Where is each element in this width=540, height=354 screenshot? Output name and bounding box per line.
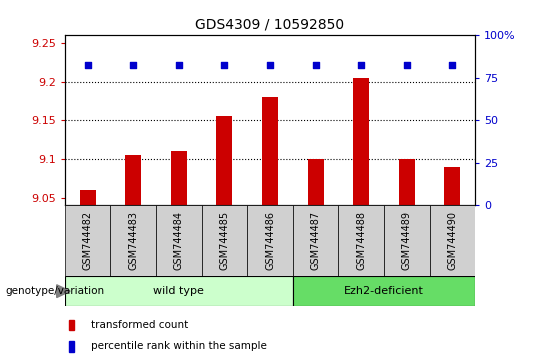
- Point: [220, 62, 229, 68]
- Bar: [399, 159, 415, 205]
- Bar: [384, 205, 430, 276]
- Bar: [201, 205, 247, 276]
- Text: GSM744482: GSM744482: [83, 211, 92, 270]
- Bar: [293, 205, 339, 276]
- Text: GSM744487: GSM744487: [310, 211, 321, 270]
- Bar: [339, 205, 384, 276]
- Point: [311, 62, 320, 68]
- Point: [174, 62, 183, 68]
- Bar: [353, 78, 369, 205]
- Text: genotype/variation: genotype/variation: [5, 286, 105, 296]
- Bar: [293, 276, 475, 306]
- Text: GSM744485: GSM744485: [219, 211, 230, 270]
- Bar: [217, 116, 232, 205]
- Bar: [69, 320, 74, 330]
- Bar: [430, 205, 475, 276]
- Point: [266, 62, 274, 68]
- Point: [402, 62, 411, 68]
- Point: [83, 62, 92, 68]
- Bar: [247, 205, 293, 276]
- Point: [357, 62, 366, 68]
- Bar: [308, 159, 323, 205]
- Text: GSM744489: GSM744489: [402, 211, 412, 270]
- Bar: [110, 205, 156, 276]
- Text: percentile rank within the sample: percentile rank within the sample: [91, 341, 267, 351]
- Bar: [65, 276, 293, 306]
- Text: wild type: wild type: [153, 286, 204, 296]
- Bar: [69, 341, 74, 352]
- Bar: [171, 151, 187, 205]
- Text: GSM744484: GSM744484: [174, 211, 184, 270]
- Bar: [65, 205, 110, 276]
- Text: GSM744488: GSM744488: [356, 211, 366, 270]
- Bar: [156, 205, 201, 276]
- Bar: [262, 97, 278, 205]
- Bar: [444, 167, 461, 205]
- Text: Ezh2-deficient: Ezh2-deficient: [344, 286, 424, 296]
- Text: GSM744486: GSM744486: [265, 211, 275, 270]
- Text: GSM744490: GSM744490: [448, 211, 457, 270]
- Point: [448, 62, 457, 68]
- Point: [129, 62, 138, 68]
- Bar: [125, 155, 141, 205]
- Text: transformed count: transformed count: [91, 320, 188, 330]
- Bar: [79, 190, 96, 205]
- Title: GDS4309 / 10592850: GDS4309 / 10592850: [195, 17, 345, 32]
- Text: GSM744483: GSM744483: [128, 211, 138, 270]
